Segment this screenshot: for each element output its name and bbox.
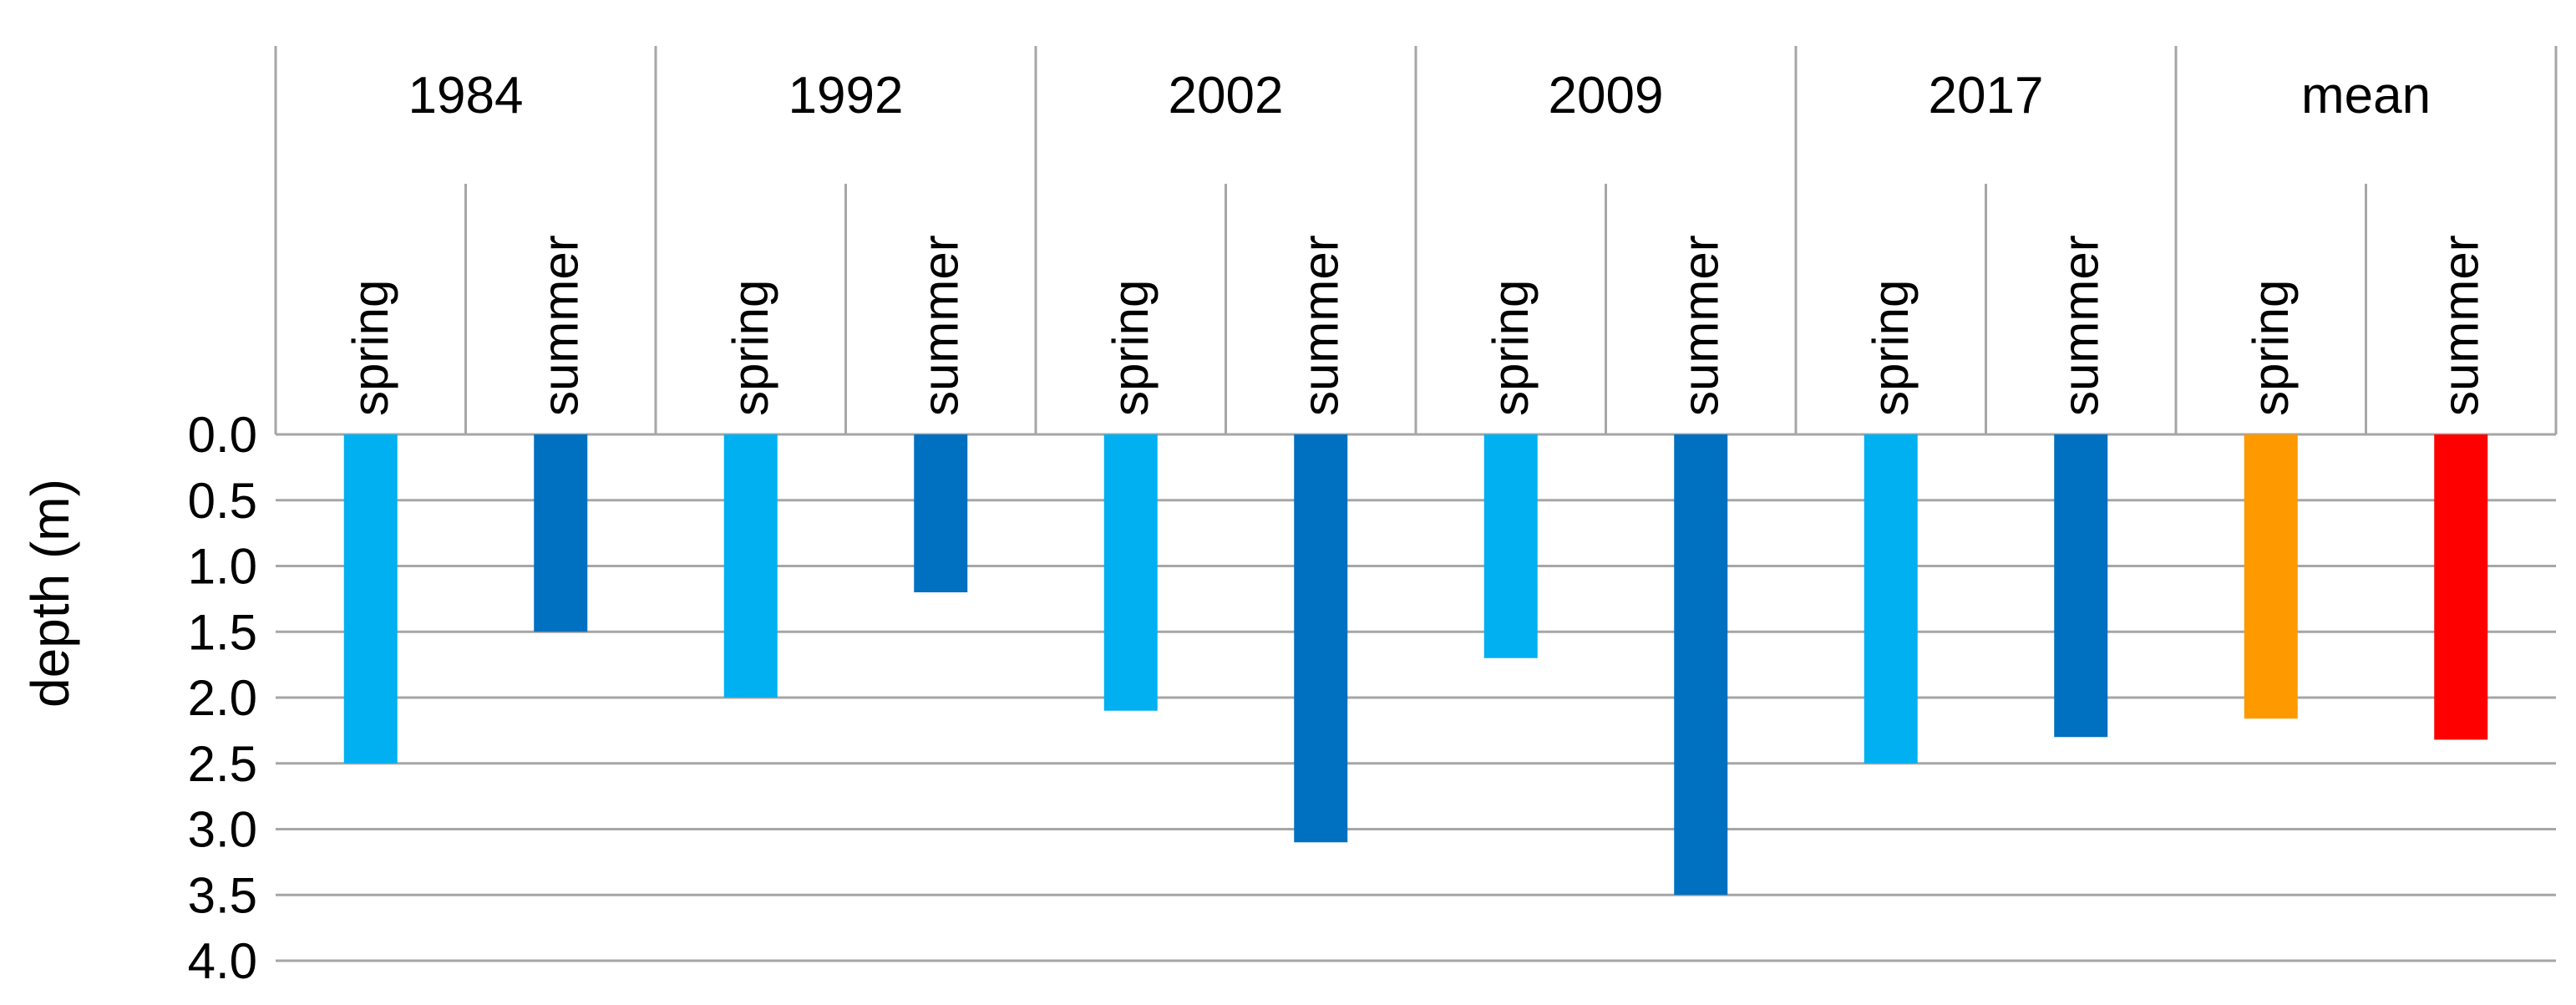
bar-1984-summer bbox=[534, 434, 588, 632]
season-label: summer bbox=[1672, 235, 1728, 416]
bar-mean-spring bbox=[2244, 434, 2298, 719]
season-label: summer bbox=[532, 235, 588, 416]
group-label: 2017 bbox=[1929, 67, 2044, 124]
season-label: summer bbox=[1292, 235, 1348, 416]
y-tick-label: 2.5 bbox=[188, 736, 257, 792]
season-label: spring bbox=[1863, 280, 1919, 416]
season-label: spring bbox=[723, 280, 778, 416]
bar-2009-spring bbox=[1483, 434, 1538, 658]
y-tick-label: 0.5 bbox=[188, 473, 257, 529]
season-label: spring bbox=[1483, 280, 1539, 416]
bar-1992-spring bbox=[723, 434, 778, 698]
season-label: spring bbox=[342, 280, 398, 416]
category-header-table: 1984 spring summer 1992 spring summer 2002 spri… bbox=[274, 46, 2558, 434]
season-label: spring bbox=[1103, 280, 1159, 416]
y-tick-label: 4.0 bbox=[188, 933, 257, 989]
season-label: summer bbox=[912, 235, 968, 416]
y-tick-label: 1.0 bbox=[188, 539, 257, 595]
group-label: 2009 bbox=[1549, 67, 1664, 124]
group-label: mean bbox=[2301, 67, 2431, 124]
bars bbox=[343, 434, 2488, 896]
y-tick-label: 0.0 bbox=[188, 407, 257, 463]
bar-2017-summer bbox=[2054, 434, 2108, 738]
bar-2002-spring bbox=[1103, 434, 1158, 711]
group-label: 1992 bbox=[789, 67, 904, 124]
y-axis-label: depth (m) bbox=[20, 479, 80, 708]
bar-1984-spring bbox=[343, 434, 398, 764]
bar-mean-summer bbox=[2434, 434, 2488, 740]
gridlines bbox=[276, 433, 2556, 962]
season-label: spring bbox=[2243, 280, 2299, 416]
y-tick-label: 3.0 bbox=[188, 802, 257, 858]
y-tick-label: 1.5 bbox=[188, 604, 257, 660]
y-tick-label: 2.0 bbox=[188, 670, 257, 726]
bar-2009-summer bbox=[1674, 434, 1728, 896]
y-tick-label: 3.5 bbox=[188, 867, 257, 923]
bar-2002-summer bbox=[1294, 434, 1348, 843]
bar-2017-spring bbox=[1864, 434, 1918, 764]
y-axis-ticks: 0.0 0.5 1.0 1.5 2.0 2.5 3.0 3.5 4.0 bbox=[188, 407, 257, 989]
group-label: 2002 bbox=[1169, 67, 1284, 124]
season-label: summer bbox=[2052, 235, 2108, 416]
bar-1992-summer bbox=[914, 434, 968, 592]
season-label: summer bbox=[2432, 235, 2488, 416]
group-label: 1984 bbox=[408, 67, 524, 124]
